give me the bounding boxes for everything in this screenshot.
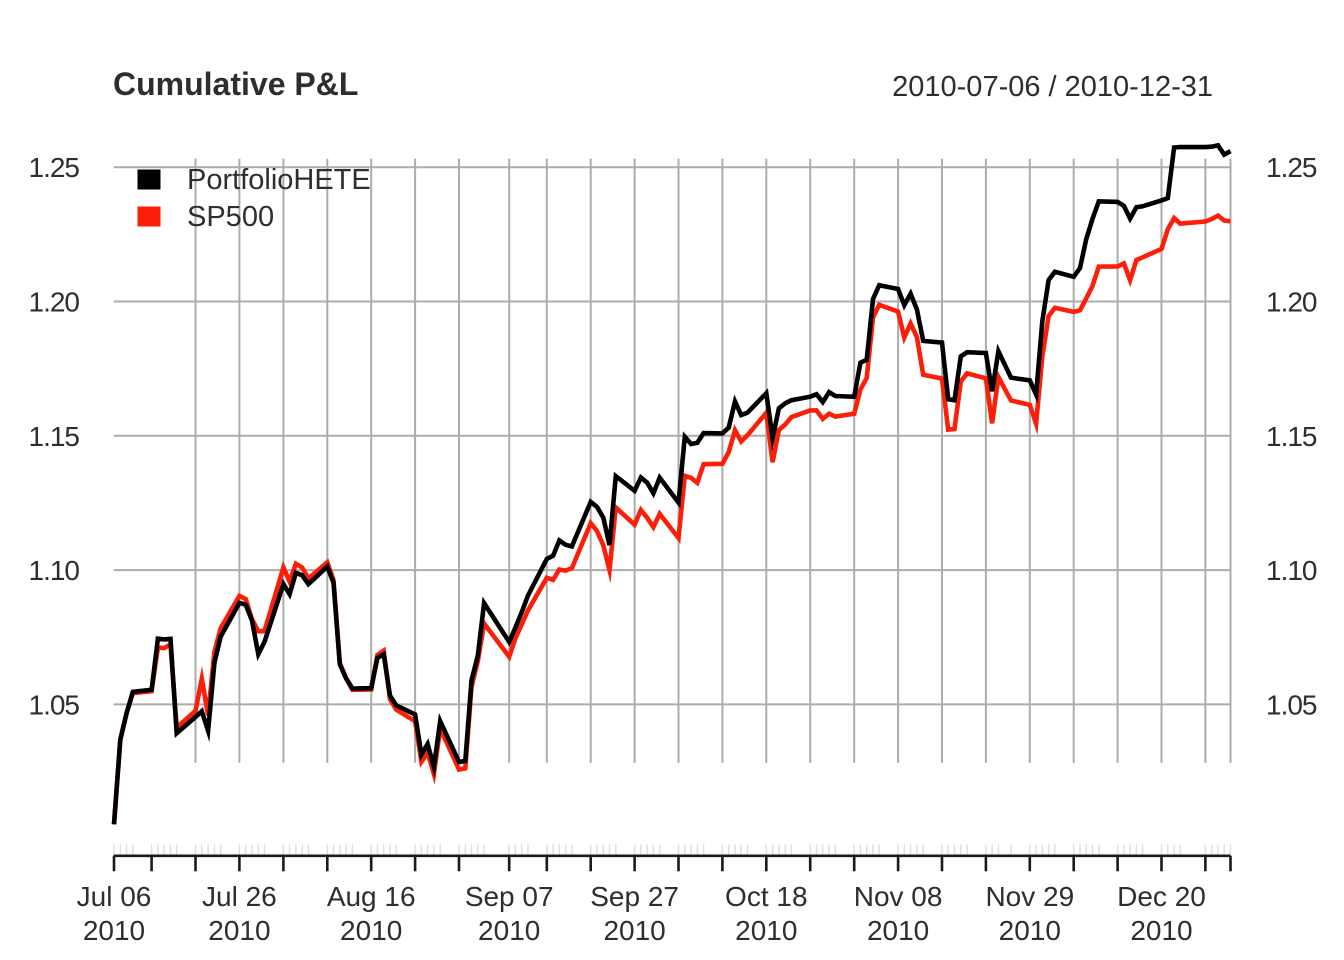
svg-text:2010: 2010: [83, 915, 145, 946]
svg-text:PortfolioHETE: PortfolioHETE: [187, 164, 371, 196]
svg-text:Dec 20: Dec 20: [1117, 881, 1206, 912]
svg-text:1.15: 1.15: [29, 421, 80, 452]
svg-text:1.25: 1.25: [29, 152, 80, 183]
svg-text:1.10: 1.10: [29, 555, 80, 586]
svg-text:Cumulative P&L: Cumulative P&L: [113, 66, 358, 102]
svg-text:Sep 07: Sep 07: [465, 881, 554, 912]
svg-text:1.05: 1.05: [1266, 689, 1317, 720]
svg-text:2010: 2010: [208, 915, 270, 946]
svg-text:1.05: 1.05: [29, 689, 80, 720]
svg-text:2010: 2010: [867, 915, 929, 946]
svg-text:Aug 16: Aug 16: [327, 881, 416, 912]
svg-text:Sep 27: Sep 27: [590, 881, 679, 912]
svg-text:1.25: 1.25: [1266, 152, 1317, 183]
svg-text:1.20: 1.20: [1266, 287, 1317, 318]
svg-text:Oct 18: Oct 18: [725, 881, 807, 912]
svg-text:1.20: 1.20: [29, 287, 80, 318]
svg-text:2010: 2010: [999, 915, 1061, 946]
svg-text:1.15: 1.15: [1266, 421, 1317, 452]
svg-text:Nov 08: Nov 08: [854, 881, 943, 912]
svg-text:SP500: SP500: [187, 201, 274, 233]
svg-text:Nov 29: Nov 29: [985, 881, 1074, 912]
svg-text:2010: 2010: [603, 915, 665, 946]
svg-text:Jul 06: Jul 06: [77, 881, 152, 912]
svg-text:1.10: 1.10: [1266, 555, 1317, 586]
svg-text:Jul 26: Jul 26: [202, 881, 277, 912]
svg-text:2010-07-06 / 2010-12-31: 2010-07-06 / 2010-12-31: [892, 71, 1213, 103]
svg-text:2010: 2010: [478, 915, 540, 946]
svg-text:2010: 2010: [340, 915, 402, 946]
svg-text:2010: 2010: [735, 915, 797, 946]
svg-text:2010: 2010: [1130, 915, 1192, 946]
